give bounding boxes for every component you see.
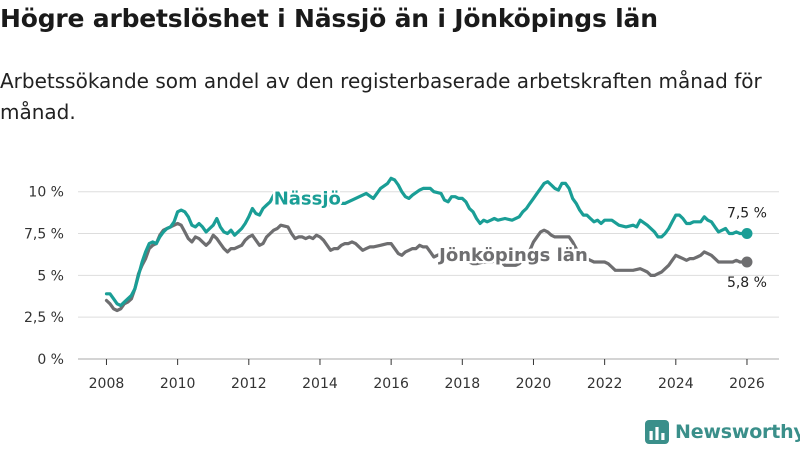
series-lines	[104, 176, 753, 313]
y-tick-label: 5 %	[37, 268, 64, 284]
x-tick-label: 2008	[89, 376, 125, 392]
axes: 0 % 2,5 % 5 % 7,5 % 10 % 2008 2010 2012 2014 2016…	[24, 185, 765, 392]
y-tick-label: 0 %	[37, 352, 64, 368]
x-tick-label: 2024	[658, 376, 694, 392]
x-tick-label: 2026	[729, 376, 765, 392]
y-tick-label: 7,5 %	[24, 227, 64, 243]
brand-logo: Newsworthy	[645, 418, 800, 446]
series-line-jonkopings-lan	[104, 221, 749, 313]
y-tick-label: 10 %	[28, 185, 64, 201]
endpoint-marker	[741, 228, 753, 240]
gridlines	[78, 191, 779, 360]
newsworthy-logo-icon	[645, 420, 669, 444]
x-tick-label: 2012	[231, 376, 267, 392]
x-tick-label: 2022	[587, 376, 623, 392]
x-tick-label: 2010	[160, 376, 196, 392]
chart-title: Högre arbetslöshet i Nässjö än i Jönköpi…	[0, 4, 658, 33]
series-line-nassjo	[104, 176, 749, 308]
x-tick-label: 2020	[516, 376, 552, 392]
series-label-jonkopings-lan: Jönköpings län	[437, 245, 588, 266]
x-tick-label: 2018	[444, 376, 480, 392]
endpoint-marker	[741, 256, 753, 268]
end-value-label-nassjo: 7,5 %	[727, 206, 767, 222]
brand-name: Newsworthy	[675, 421, 800, 443]
x-tick-label: 2016	[373, 376, 409, 392]
y-tick-label: 2,5 %	[24, 310, 64, 326]
series-label-nassjo: Nässjö	[274, 188, 341, 209]
x-tick-label: 2014	[302, 376, 338, 392]
chart-subtitle: Arbetssökande som andel av den registerb…	[0, 69, 762, 124]
end-value-label-jonkopings-lan: 5,8 %	[727, 275, 767, 291]
data-labels: Nässjö Jönköpings län 7,5 % 5,8 %	[271, 186, 767, 291]
